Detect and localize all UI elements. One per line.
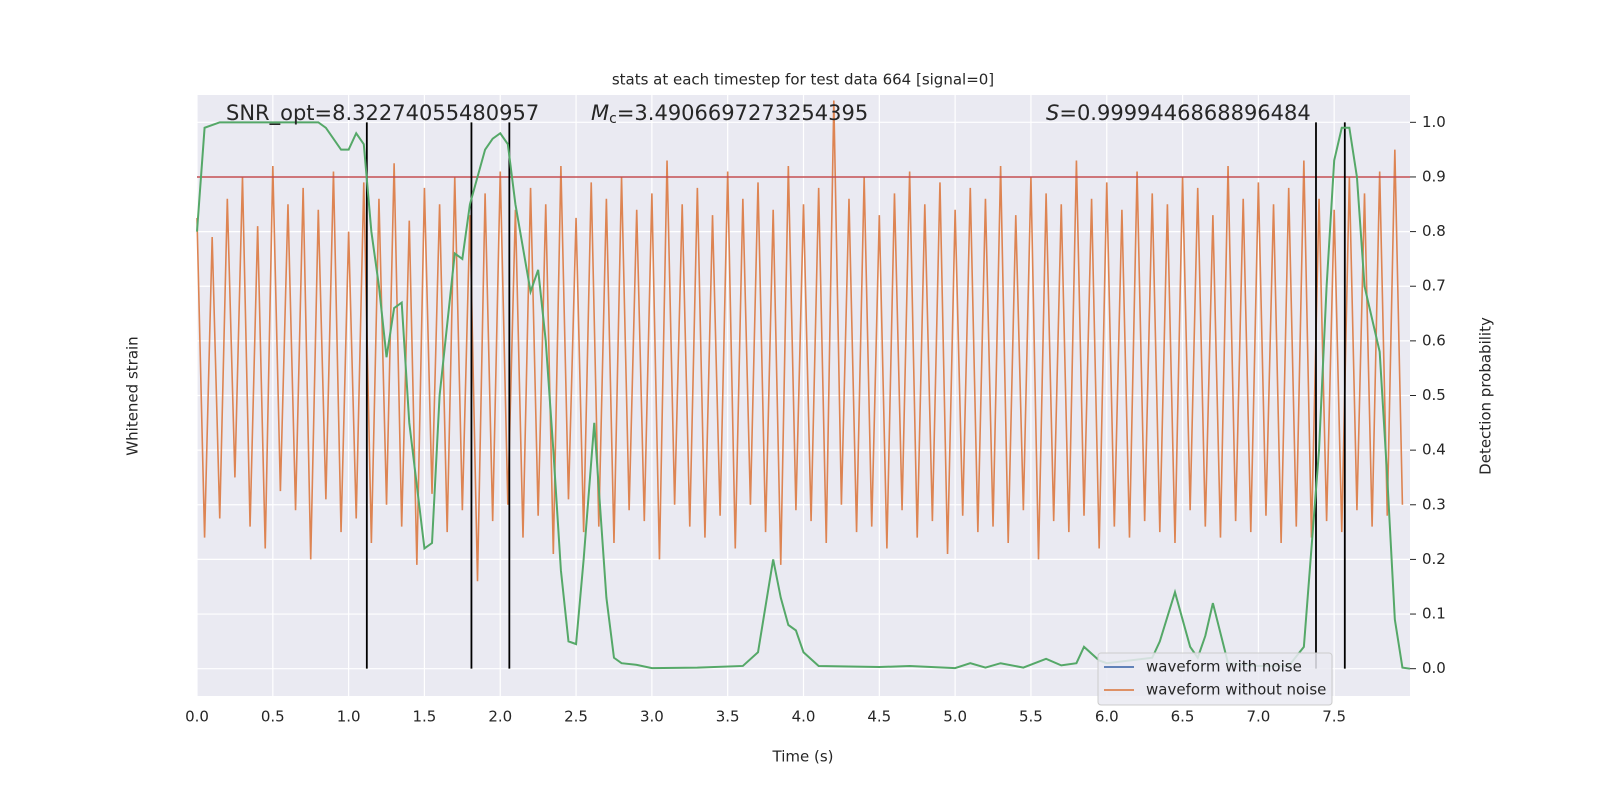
x-tick-label: 2.5 bbox=[564, 708, 588, 726]
mc-annotation: Mc=3.4906697273254395 bbox=[591, 101, 868, 127]
x-axis-label: Time (s) bbox=[772, 748, 834, 766]
y-axis-label: Whitened strain bbox=[124, 336, 142, 455]
x-tick-label: 6.0 bbox=[1095, 708, 1119, 726]
y2-tick-label: 0.0 bbox=[1422, 659, 1446, 677]
x-tick-label: 1.0 bbox=[337, 708, 361, 726]
x-tick-label: 0.0 bbox=[185, 708, 209, 726]
y2-tick-label: 0.7 bbox=[1422, 277, 1446, 295]
y2-tick-label: 0.8 bbox=[1422, 222, 1446, 240]
y2-tick-label: 0.6 bbox=[1422, 331, 1446, 349]
waveform-line bbox=[196, 100, 1404, 582]
legend-label: waveform without noise bbox=[1146, 681, 1326, 699]
mc-subscript: c bbox=[609, 111, 617, 127]
x-tick-label: 0.5 bbox=[261, 708, 285, 726]
s-text: =0.9999446868896484 bbox=[1059, 101, 1310, 125]
legend-box bbox=[1097, 652, 1333, 706]
x-tick-label: 2.0 bbox=[488, 708, 512, 726]
mc-symbol: M bbox=[591, 101, 609, 125]
x-tick-label: 5.5 bbox=[1019, 708, 1043, 726]
x-tick-label: 3.0 bbox=[640, 708, 664, 726]
x-tick-label: 4.5 bbox=[867, 708, 891, 726]
y2-tick-label: 0.9 bbox=[1422, 167, 1446, 185]
y2-tick-label: 0.2 bbox=[1422, 550, 1446, 568]
y2-tick-label: 0.3 bbox=[1422, 495, 1446, 513]
y2-tick-label: 1.0 bbox=[1422, 113, 1446, 131]
x-tick-label: 3.5 bbox=[716, 708, 740, 726]
chart-title: stats at each timestep for test data 664… bbox=[612, 71, 994, 89]
x-tick-label: 5.0 bbox=[943, 708, 967, 726]
y2-tick-label: 0.1 bbox=[1422, 605, 1446, 623]
y2-tick-label: 0.5 bbox=[1422, 386, 1446, 404]
x-tick-label: 1.5 bbox=[413, 708, 437, 726]
legend: waveform with noise waveform without nois… bbox=[1097, 652, 1333, 706]
snr-annotation: SNR_opt=8.32274055480957 bbox=[226, 101, 539, 126]
s-symbol: S bbox=[1046, 101, 1059, 125]
x-tick-label: 6.5 bbox=[1171, 708, 1195, 726]
x-tick-label: 7.0 bbox=[1246, 708, 1270, 726]
y2-axis-label: Detection probability bbox=[1477, 317, 1495, 475]
s-annotation: S=0.9999446868896484 bbox=[1046, 101, 1311, 125]
x-tick-label: 4.0 bbox=[792, 708, 816, 726]
mc-text: =3.4906697273254395 bbox=[617, 101, 868, 125]
legend-label: waveform with noise bbox=[1146, 658, 1302, 676]
y2-tick-label: 0.4 bbox=[1422, 441, 1446, 459]
x-tick-label: 7.5 bbox=[1322, 708, 1346, 726]
